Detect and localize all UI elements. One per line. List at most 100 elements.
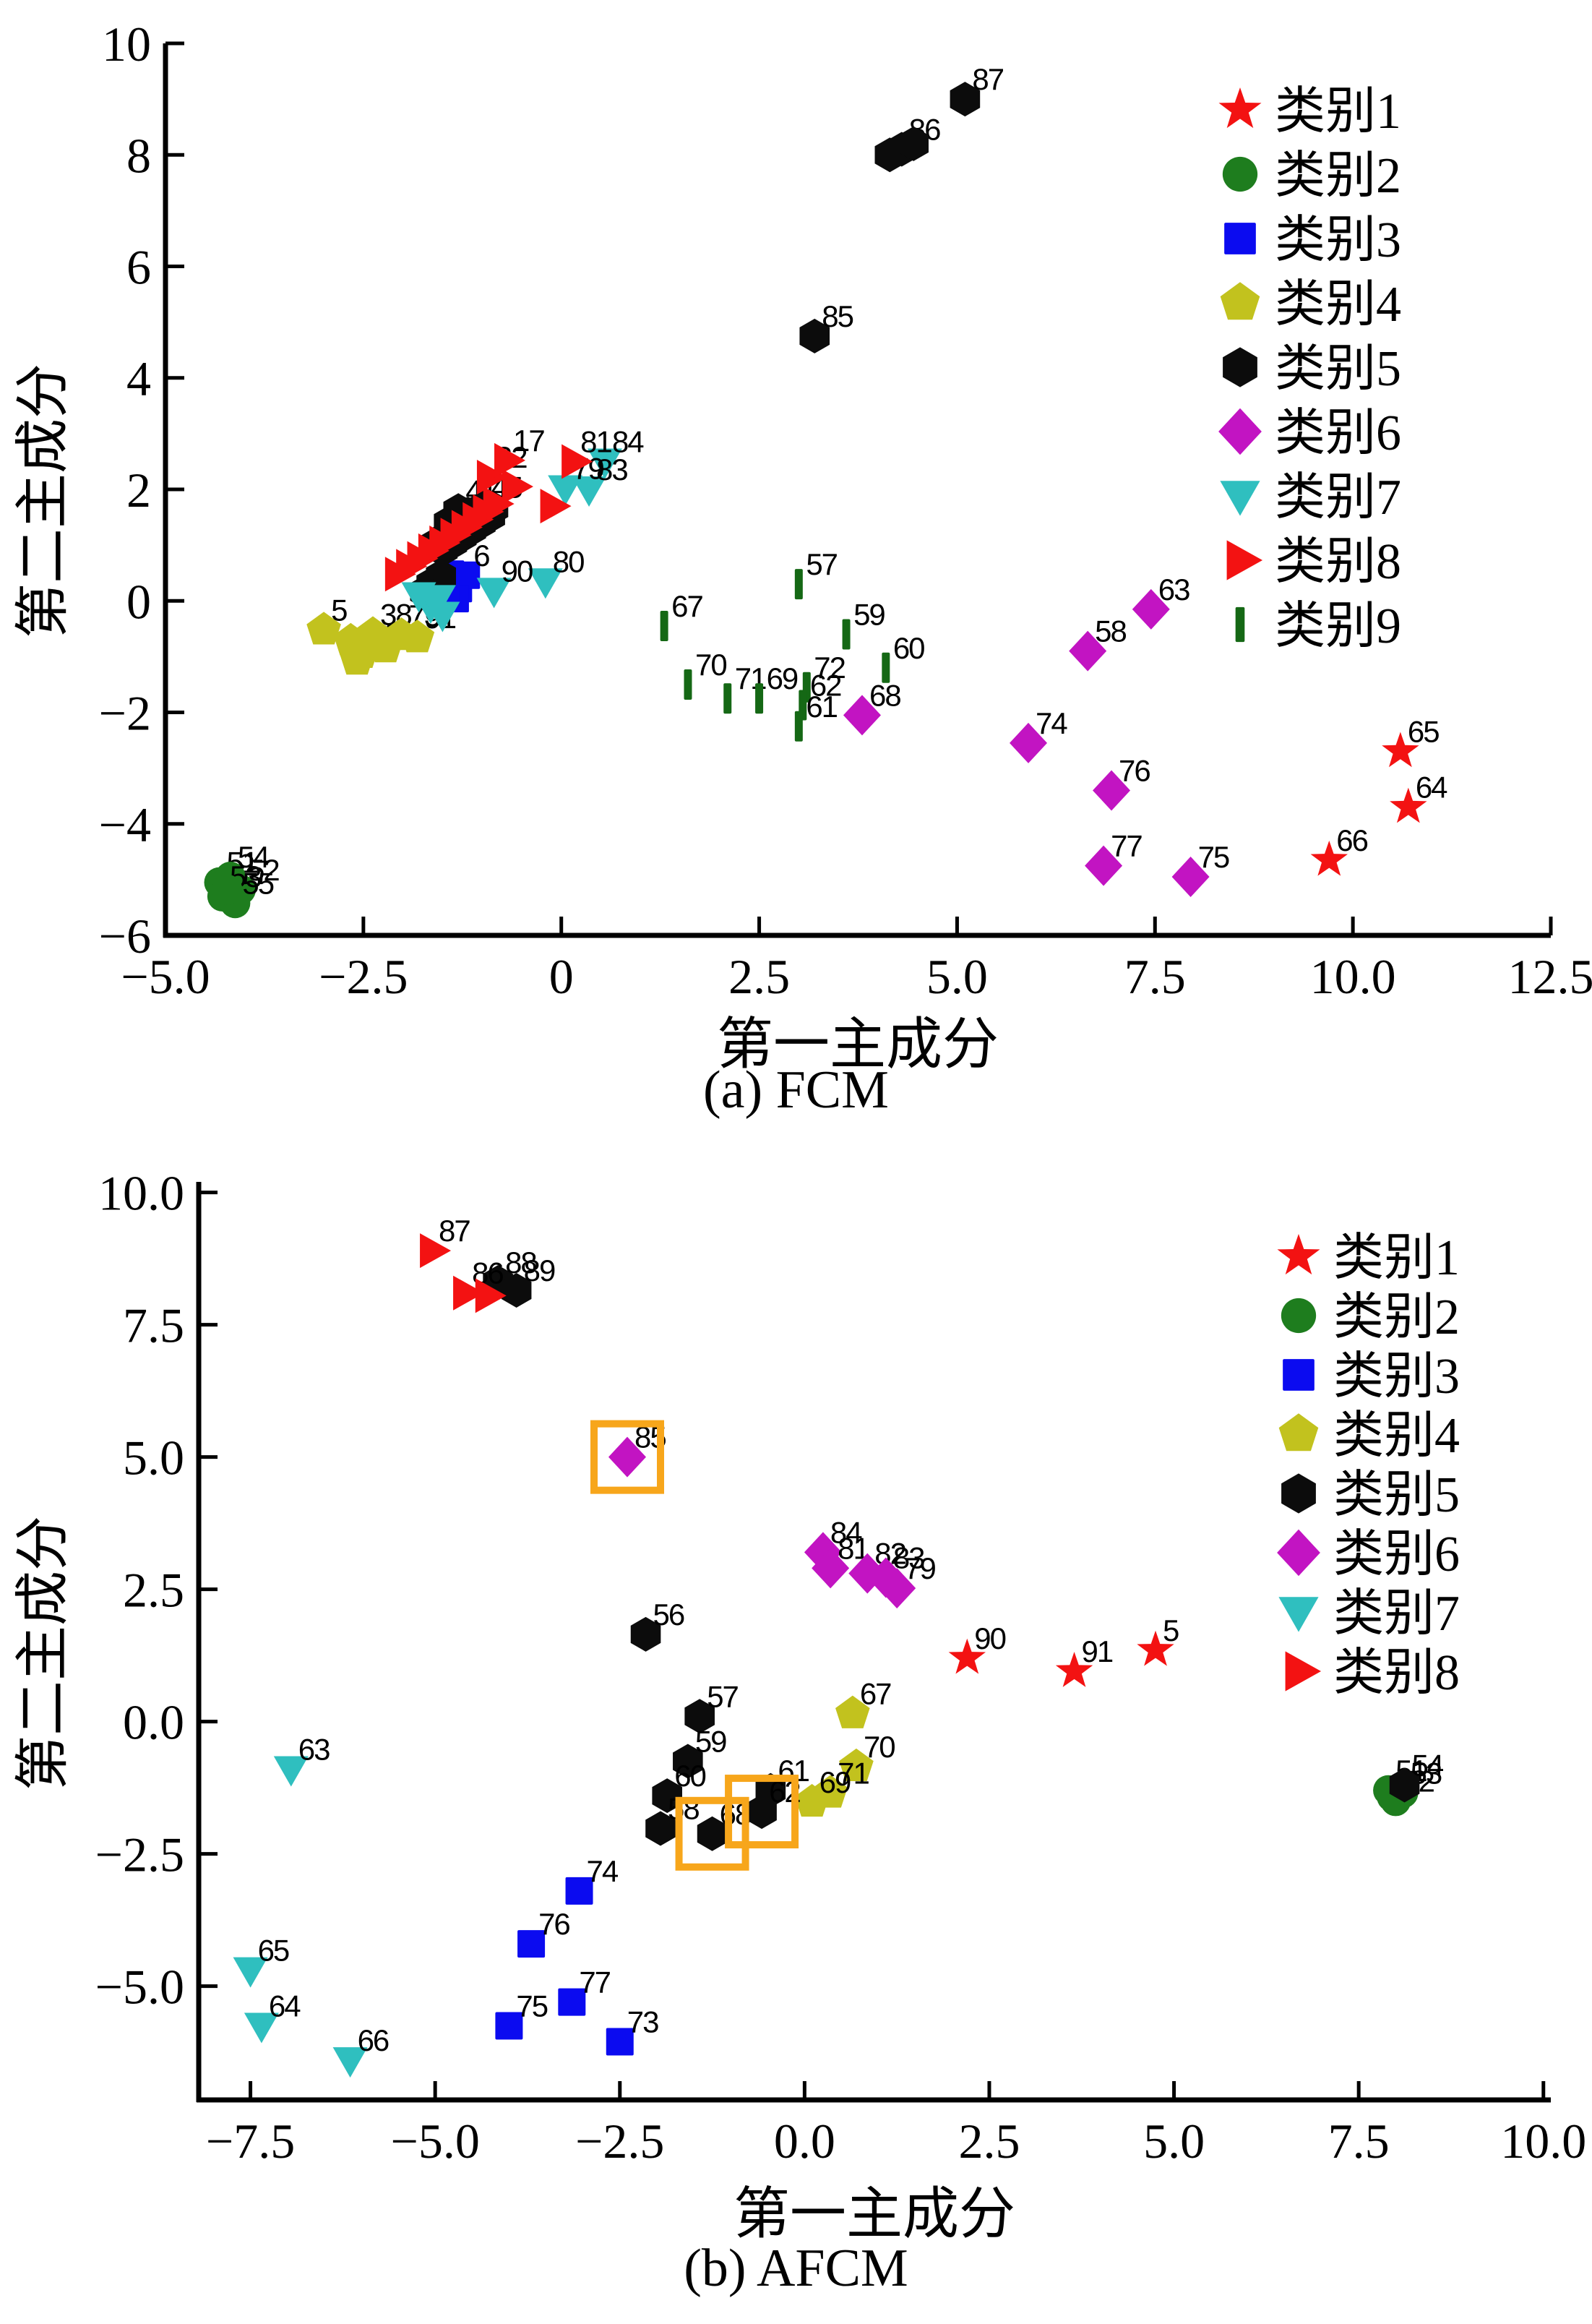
y-tick-label: −2.5 bbox=[95, 1827, 184, 1882]
legend-label: 类别7 bbox=[1333, 1586, 1460, 1642]
pentagon-marker bbox=[400, 619, 435, 653]
hexagon-marker bbox=[1223, 347, 1257, 387]
vbar-marker bbox=[1235, 606, 1245, 643]
x-tick-label: −5.0 bbox=[121, 949, 210, 1004]
diamond-marker bbox=[1010, 722, 1048, 763]
point-label: 57 bbox=[707, 1679, 738, 1713]
point-label: 60 bbox=[893, 631, 924, 665]
hexagon-marker bbox=[746, 1794, 777, 1830]
circle-marker bbox=[212, 874, 243, 905]
legend-label: 类别6 bbox=[1275, 406, 1401, 461]
legend-label: 类别5 bbox=[1275, 341, 1401, 397]
y-tick-label: 0.0 bbox=[123, 1695, 184, 1750]
afcm-xaxis-title: 第一主成分 bbox=[733, 2182, 1015, 2245]
triangle_down-marker bbox=[548, 475, 583, 506]
point-label: 52 bbox=[248, 853, 279, 887]
afcm-axes: −7.5 −5.0 −2.5 0.0 2.5 5.0 7.5 10.0 10.0 7.5 5.0 2.… bbox=[95, 1166, 1587, 2169]
hexagon-marker bbox=[684, 1699, 715, 1734]
triangle_down-marker bbox=[572, 476, 607, 507]
point-label: 74 bbox=[1036, 706, 1067, 740]
pentagon-marker bbox=[340, 642, 374, 675]
star-marker bbox=[1218, 87, 1262, 129]
vbar-marker bbox=[755, 683, 764, 714]
point-label: 73 bbox=[627, 2004, 658, 2038]
point-label: 61 bbox=[806, 690, 837, 724]
point-label: 59 bbox=[695, 1725, 726, 1759]
hexagon-marker bbox=[799, 318, 830, 353]
star-marker bbox=[1390, 787, 1427, 823]
point-label: 83 bbox=[893, 1541, 924, 1575]
fcm-series-star: 65 64 66 bbox=[1310, 714, 1449, 876]
diamond-marker bbox=[1069, 630, 1107, 672]
star-marker bbox=[1277, 1234, 1320, 1275]
legend-label: 类别3 bbox=[1333, 1349, 1460, 1405]
triangle_right-marker bbox=[476, 460, 508, 495]
point-label: 70 bbox=[695, 648, 726, 682]
vbar-marker bbox=[794, 711, 803, 742]
star-marker bbox=[1382, 732, 1419, 768]
hexagon-marker bbox=[673, 1744, 703, 1779]
afcm-yaxis-title: 第二主成分 bbox=[13, 1516, 74, 1791]
x-tick-label: 12.5 bbox=[1508, 949, 1592, 1004]
point-label: 90 bbox=[974, 1621, 1005, 1655]
diamond-marker bbox=[1093, 770, 1131, 811]
x-tick-label: 5.0 bbox=[1143, 2114, 1205, 2169]
hexagon-marker bbox=[1281, 1473, 1316, 1514]
x-tick-label: 0.0 bbox=[774, 2114, 835, 2169]
x-tick-label: 2.5 bbox=[728, 949, 790, 1004]
fcm-caption: (a) FCM bbox=[703, 1060, 889, 1120]
vbar-marker bbox=[684, 669, 692, 700]
triangle_down-marker bbox=[425, 601, 460, 633]
point-label: 57 bbox=[806, 547, 837, 581]
legend-label: 类别8 bbox=[1275, 534, 1401, 590]
point-label: 58 bbox=[668, 1791, 699, 1825]
point-label: 55 bbox=[242, 866, 273, 900]
legend-label: 类别4 bbox=[1333, 1408, 1460, 1464]
fcm-xaxis-title: 第一主成分 bbox=[716, 1013, 999, 1076]
star-marker bbox=[1310, 840, 1348, 876]
hexagon-marker bbox=[630, 1616, 661, 1652]
square-marker bbox=[558, 1988, 586, 2016]
point-label: 58 bbox=[1095, 614, 1126, 648]
triangle_down-marker bbox=[1278, 1597, 1319, 1632]
fcm-legend: 类别1 类别2 类别3 类别4 类别5 类别6 类别7 类别8 类别9 bbox=[1218, 84, 1401, 654]
legend-label: 类别4 bbox=[1275, 277, 1401, 333]
triangle_right-marker bbox=[540, 489, 572, 524]
triangle_down-marker bbox=[273, 1756, 309, 1787]
point-label: 66 bbox=[1336, 823, 1367, 857]
afcm-series-square: 74 76 77 75 73 bbox=[495, 1854, 660, 2056]
y-tick-label: 7.5 bbox=[123, 1298, 184, 1353]
star-marker bbox=[1137, 1630, 1174, 1666]
x-tick-label: 5.0 bbox=[926, 949, 988, 1004]
hexagon-marker bbox=[501, 1273, 532, 1308]
point-label: 89 bbox=[524, 1253, 555, 1287]
legend-label: 类别9 bbox=[1275, 599, 1401, 654]
x-tick-label: 2.5 bbox=[958, 2114, 1020, 2169]
star-marker bbox=[948, 1638, 986, 1674]
point-label: 62 bbox=[810, 668, 841, 702]
y-tick-label: 0 bbox=[126, 574, 151, 629]
legend-label: 类别8 bbox=[1333, 1645, 1460, 1701]
x-tick-label: −2.5 bbox=[575, 2114, 664, 2169]
fcm-series-triangle_right: 321781 bbox=[384, 424, 614, 592]
triangle_down-marker bbox=[1220, 481, 1260, 516]
y-tick-label: 6 bbox=[126, 240, 151, 295]
pentagon-marker bbox=[1278, 1413, 1319, 1452]
fcm-yaxis-title: 第二主成分 bbox=[13, 364, 74, 638]
x-tick-label: −7.5 bbox=[206, 2114, 295, 2169]
point-label: 65 bbox=[1408, 714, 1439, 748]
afcm-series-star: 90 91 5 bbox=[948, 1613, 1180, 1687]
point-label: 76 bbox=[538, 1907, 569, 1941]
square-marker bbox=[1224, 223, 1256, 254]
legend-label: 类别1 bbox=[1275, 84, 1401, 140]
diamond-marker bbox=[1171, 857, 1210, 898]
y-tick-label: 2.5 bbox=[123, 1563, 184, 1618]
point-label: 60 bbox=[674, 1759, 705, 1793]
point-label: 81 bbox=[580, 424, 611, 458]
y-tick-label: 2 bbox=[126, 463, 151, 518]
y-tick-label: −2 bbox=[99, 686, 151, 741]
square-marker bbox=[1283, 1359, 1315, 1391]
